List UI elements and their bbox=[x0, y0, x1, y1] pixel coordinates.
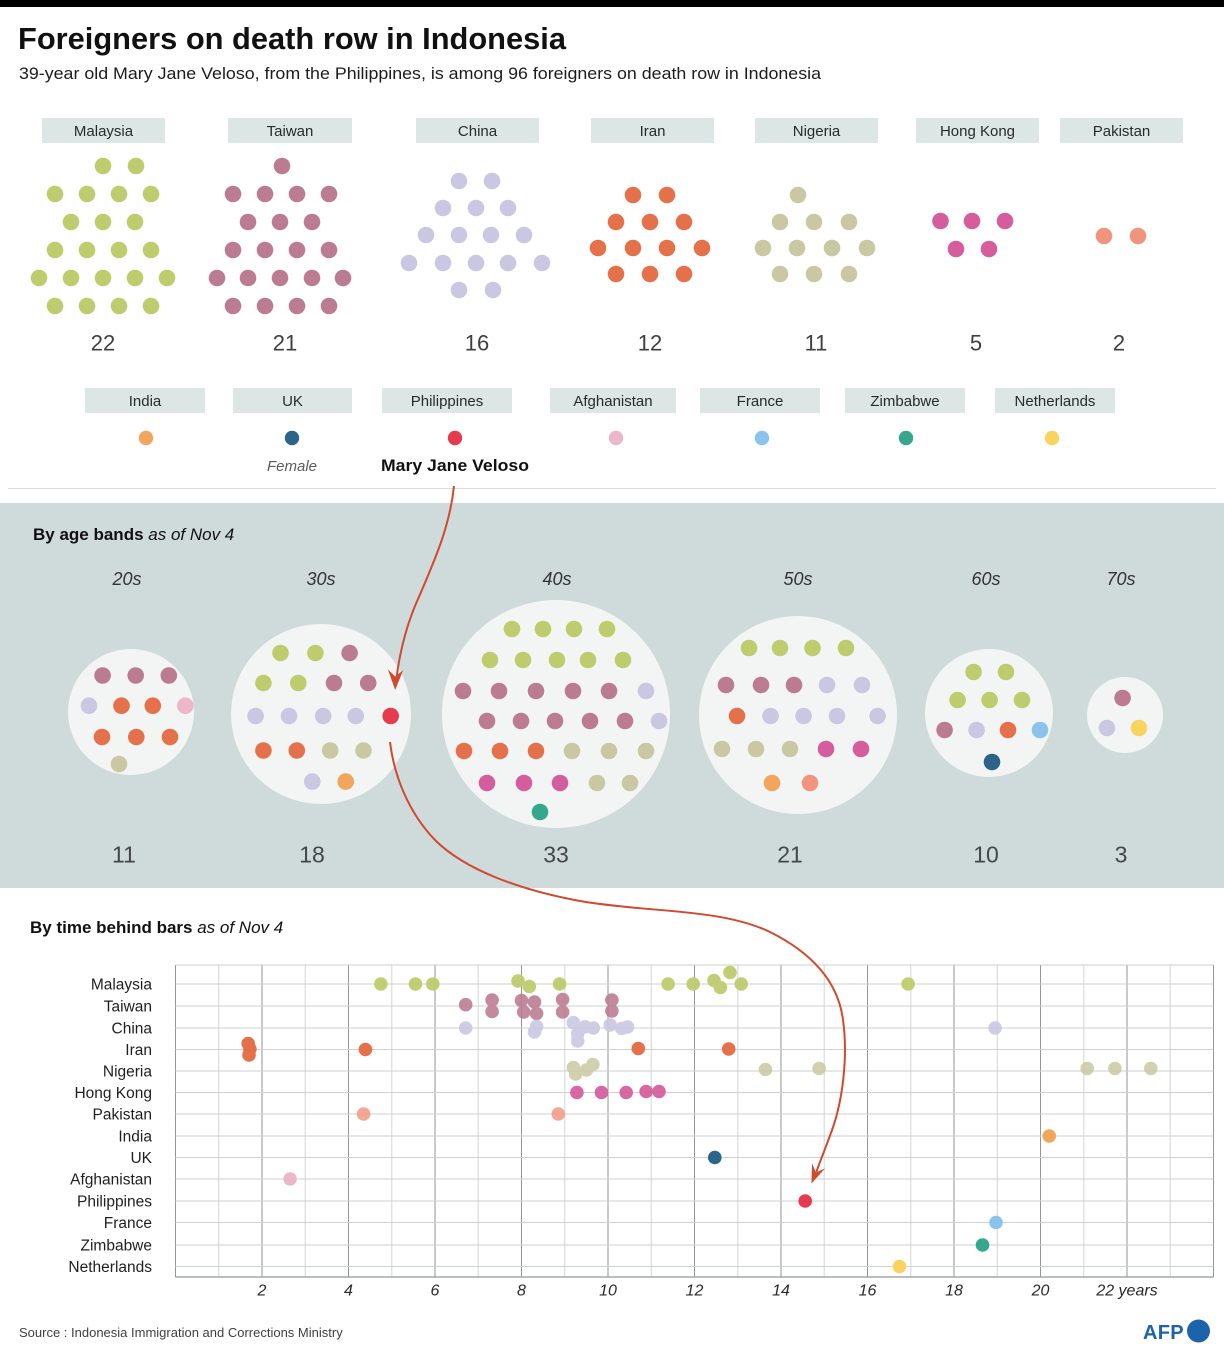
svg-text:China: China bbox=[112, 1020, 153, 1037]
svg-text:Source : Indonesia Immigration: Source : Indonesia Immigration and Corre… bbox=[19, 1325, 343, 1340]
svg-text:Hong Kong: Hong Kong bbox=[940, 123, 1015, 140]
svg-text:30s: 30s bbox=[306, 569, 335, 589]
svg-text:Nigeria: Nigeria bbox=[793, 123, 841, 140]
svg-text:60s: 60s bbox=[971, 569, 1000, 589]
svg-text:Pakistan: Pakistan bbox=[1093, 123, 1151, 140]
svg-text:4: 4 bbox=[344, 1283, 353, 1300]
svg-text:8: 8 bbox=[517, 1283, 526, 1300]
svg-text:Iran: Iran bbox=[125, 1042, 152, 1059]
svg-text:39-year old Mary Jane Veloso,: 39-year old Mary Jane Veloso, from the P… bbox=[19, 64, 822, 83]
svg-text:France: France bbox=[104, 1215, 152, 1232]
svg-text:Pakistan: Pakistan bbox=[93, 1106, 152, 1123]
svg-text:Foreigners on death row in Ind: Foreigners on death row in Indonesia bbox=[18, 21, 567, 56]
svg-text:UK: UK bbox=[282, 393, 303, 410]
svg-text:Malaysia: Malaysia bbox=[91, 976, 153, 993]
svg-text:Afghanistan: Afghanistan bbox=[70, 1171, 152, 1188]
svg-text:India: India bbox=[129, 393, 162, 410]
svg-text:22 years: 22 years bbox=[1095, 1283, 1157, 1300]
svg-text:16: 16 bbox=[465, 331, 489, 356]
svg-text:China: China bbox=[458, 123, 498, 140]
svg-text:10: 10 bbox=[973, 842, 999, 868]
svg-text:18: 18 bbox=[945, 1283, 963, 1300]
svg-text:40s: 40s bbox=[542, 569, 571, 589]
svg-text:3: 3 bbox=[1115, 842, 1128, 868]
svg-text:Zimbabwe: Zimbabwe bbox=[870, 393, 939, 410]
svg-text:Iran: Iran bbox=[640, 123, 666, 140]
svg-text:Nigeria: Nigeria bbox=[103, 1063, 152, 1080]
svg-text:16: 16 bbox=[859, 1283, 877, 1300]
svg-text:Malaysia: Malaysia bbox=[74, 123, 134, 140]
svg-text:AFP: AFP bbox=[1143, 1322, 1184, 1344]
svg-text:20s: 20s bbox=[111, 569, 141, 589]
svg-text:Taiwan: Taiwan bbox=[267, 123, 314, 140]
svg-text:India: India bbox=[118, 1128, 152, 1145]
svg-text:UK: UK bbox=[130, 1150, 152, 1167]
svg-text:12: 12 bbox=[686, 1283, 704, 1300]
svg-text:2: 2 bbox=[257, 1283, 267, 1300]
svg-text:Taiwan: Taiwan bbox=[104, 998, 152, 1015]
svg-text:11: 11 bbox=[112, 842, 136, 868]
svg-text:Hong Kong: Hong Kong bbox=[74, 1085, 152, 1102]
svg-text:By time behind bars as of Nov: By time behind bars as of Nov 4 bbox=[30, 918, 283, 937]
svg-text:21: 21 bbox=[273, 331, 297, 356]
svg-text:Zimbabwe: Zimbabwe bbox=[81, 1237, 153, 1254]
svg-text:18: 18 bbox=[299, 842, 325, 868]
svg-text:Philippines: Philippines bbox=[77, 1193, 152, 1210]
svg-text:6: 6 bbox=[431, 1283, 440, 1300]
svg-text:Philippines: Philippines bbox=[411, 393, 484, 410]
svg-text:2: 2 bbox=[1113, 331, 1125, 356]
svg-text:11: 11 bbox=[805, 331, 828, 356]
svg-text:14: 14 bbox=[772, 1283, 790, 1300]
svg-text:Mary Jane Veloso: Mary Jane Veloso bbox=[381, 457, 529, 475]
svg-text:Female: Female bbox=[267, 458, 317, 475]
svg-text:21: 21 bbox=[777, 842, 803, 868]
svg-text:22: 22 bbox=[91, 331, 115, 356]
svg-text:10: 10 bbox=[599, 1283, 617, 1300]
svg-text:12: 12 bbox=[638, 331, 662, 356]
svg-text:Afghanistan: Afghanistan bbox=[573, 393, 652, 410]
svg-text:By age bands as of Nov 4: By age bands as of Nov 4 bbox=[33, 525, 234, 544]
svg-text:50s: 50s bbox=[783, 569, 812, 589]
svg-text:Netherlands: Netherlands bbox=[68, 1259, 152, 1276]
svg-text:20: 20 bbox=[1031, 1283, 1050, 1300]
svg-text:5: 5 bbox=[970, 331, 982, 356]
svg-text:Netherlands: Netherlands bbox=[1015, 393, 1096, 410]
svg-text:70s: 70s bbox=[1106, 569, 1135, 589]
svg-text:33: 33 bbox=[543, 842, 569, 868]
svg-text:France: France bbox=[737, 393, 784, 410]
